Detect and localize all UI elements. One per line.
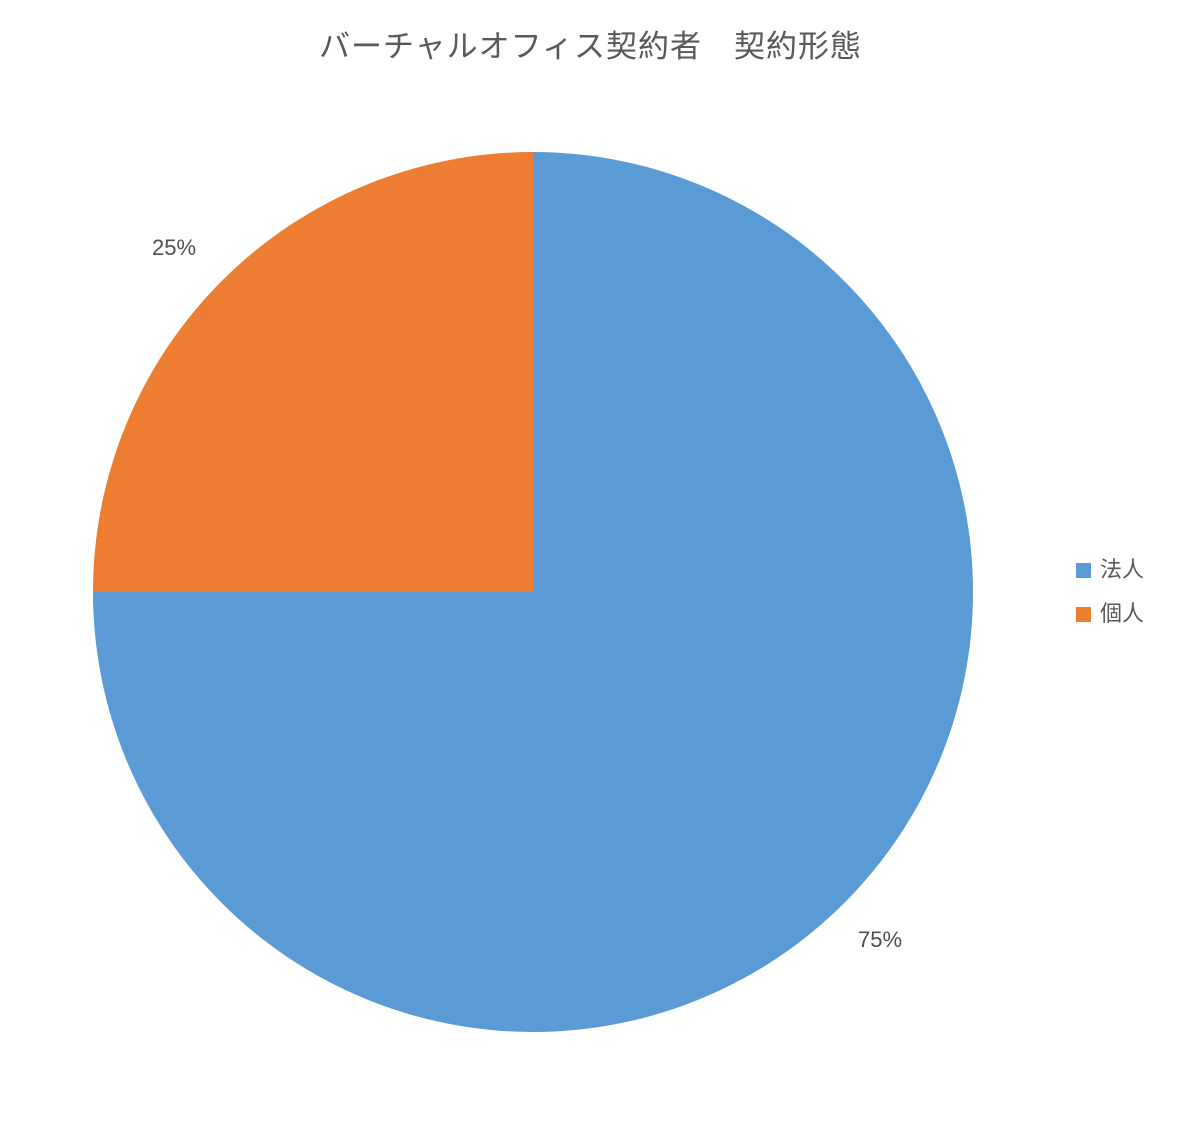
legend-item-individual: 個人 — [1076, 601, 1144, 627]
legend-swatch-individual-icon — [1076, 607, 1091, 623]
legend-label-corporate: 法人 — [1100, 557, 1145, 582]
chart-title: バーチャルオフィス契約者 契約形態 — [318, 29, 863, 64]
legend-label-individual: 個人 — [1100, 601, 1145, 627]
data-label-corporate: 75% — [858, 927, 903, 952]
legend: 法人 個人 — [1076, 557, 1144, 628]
data-label-individual: 25% — [152, 235, 197, 260]
legend-swatch-corporate-icon — [1076, 562, 1091, 578]
pie — [93, 152, 973, 1032]
legend-item-corporate: 法人 — [1076, 557, 1144, 583]
